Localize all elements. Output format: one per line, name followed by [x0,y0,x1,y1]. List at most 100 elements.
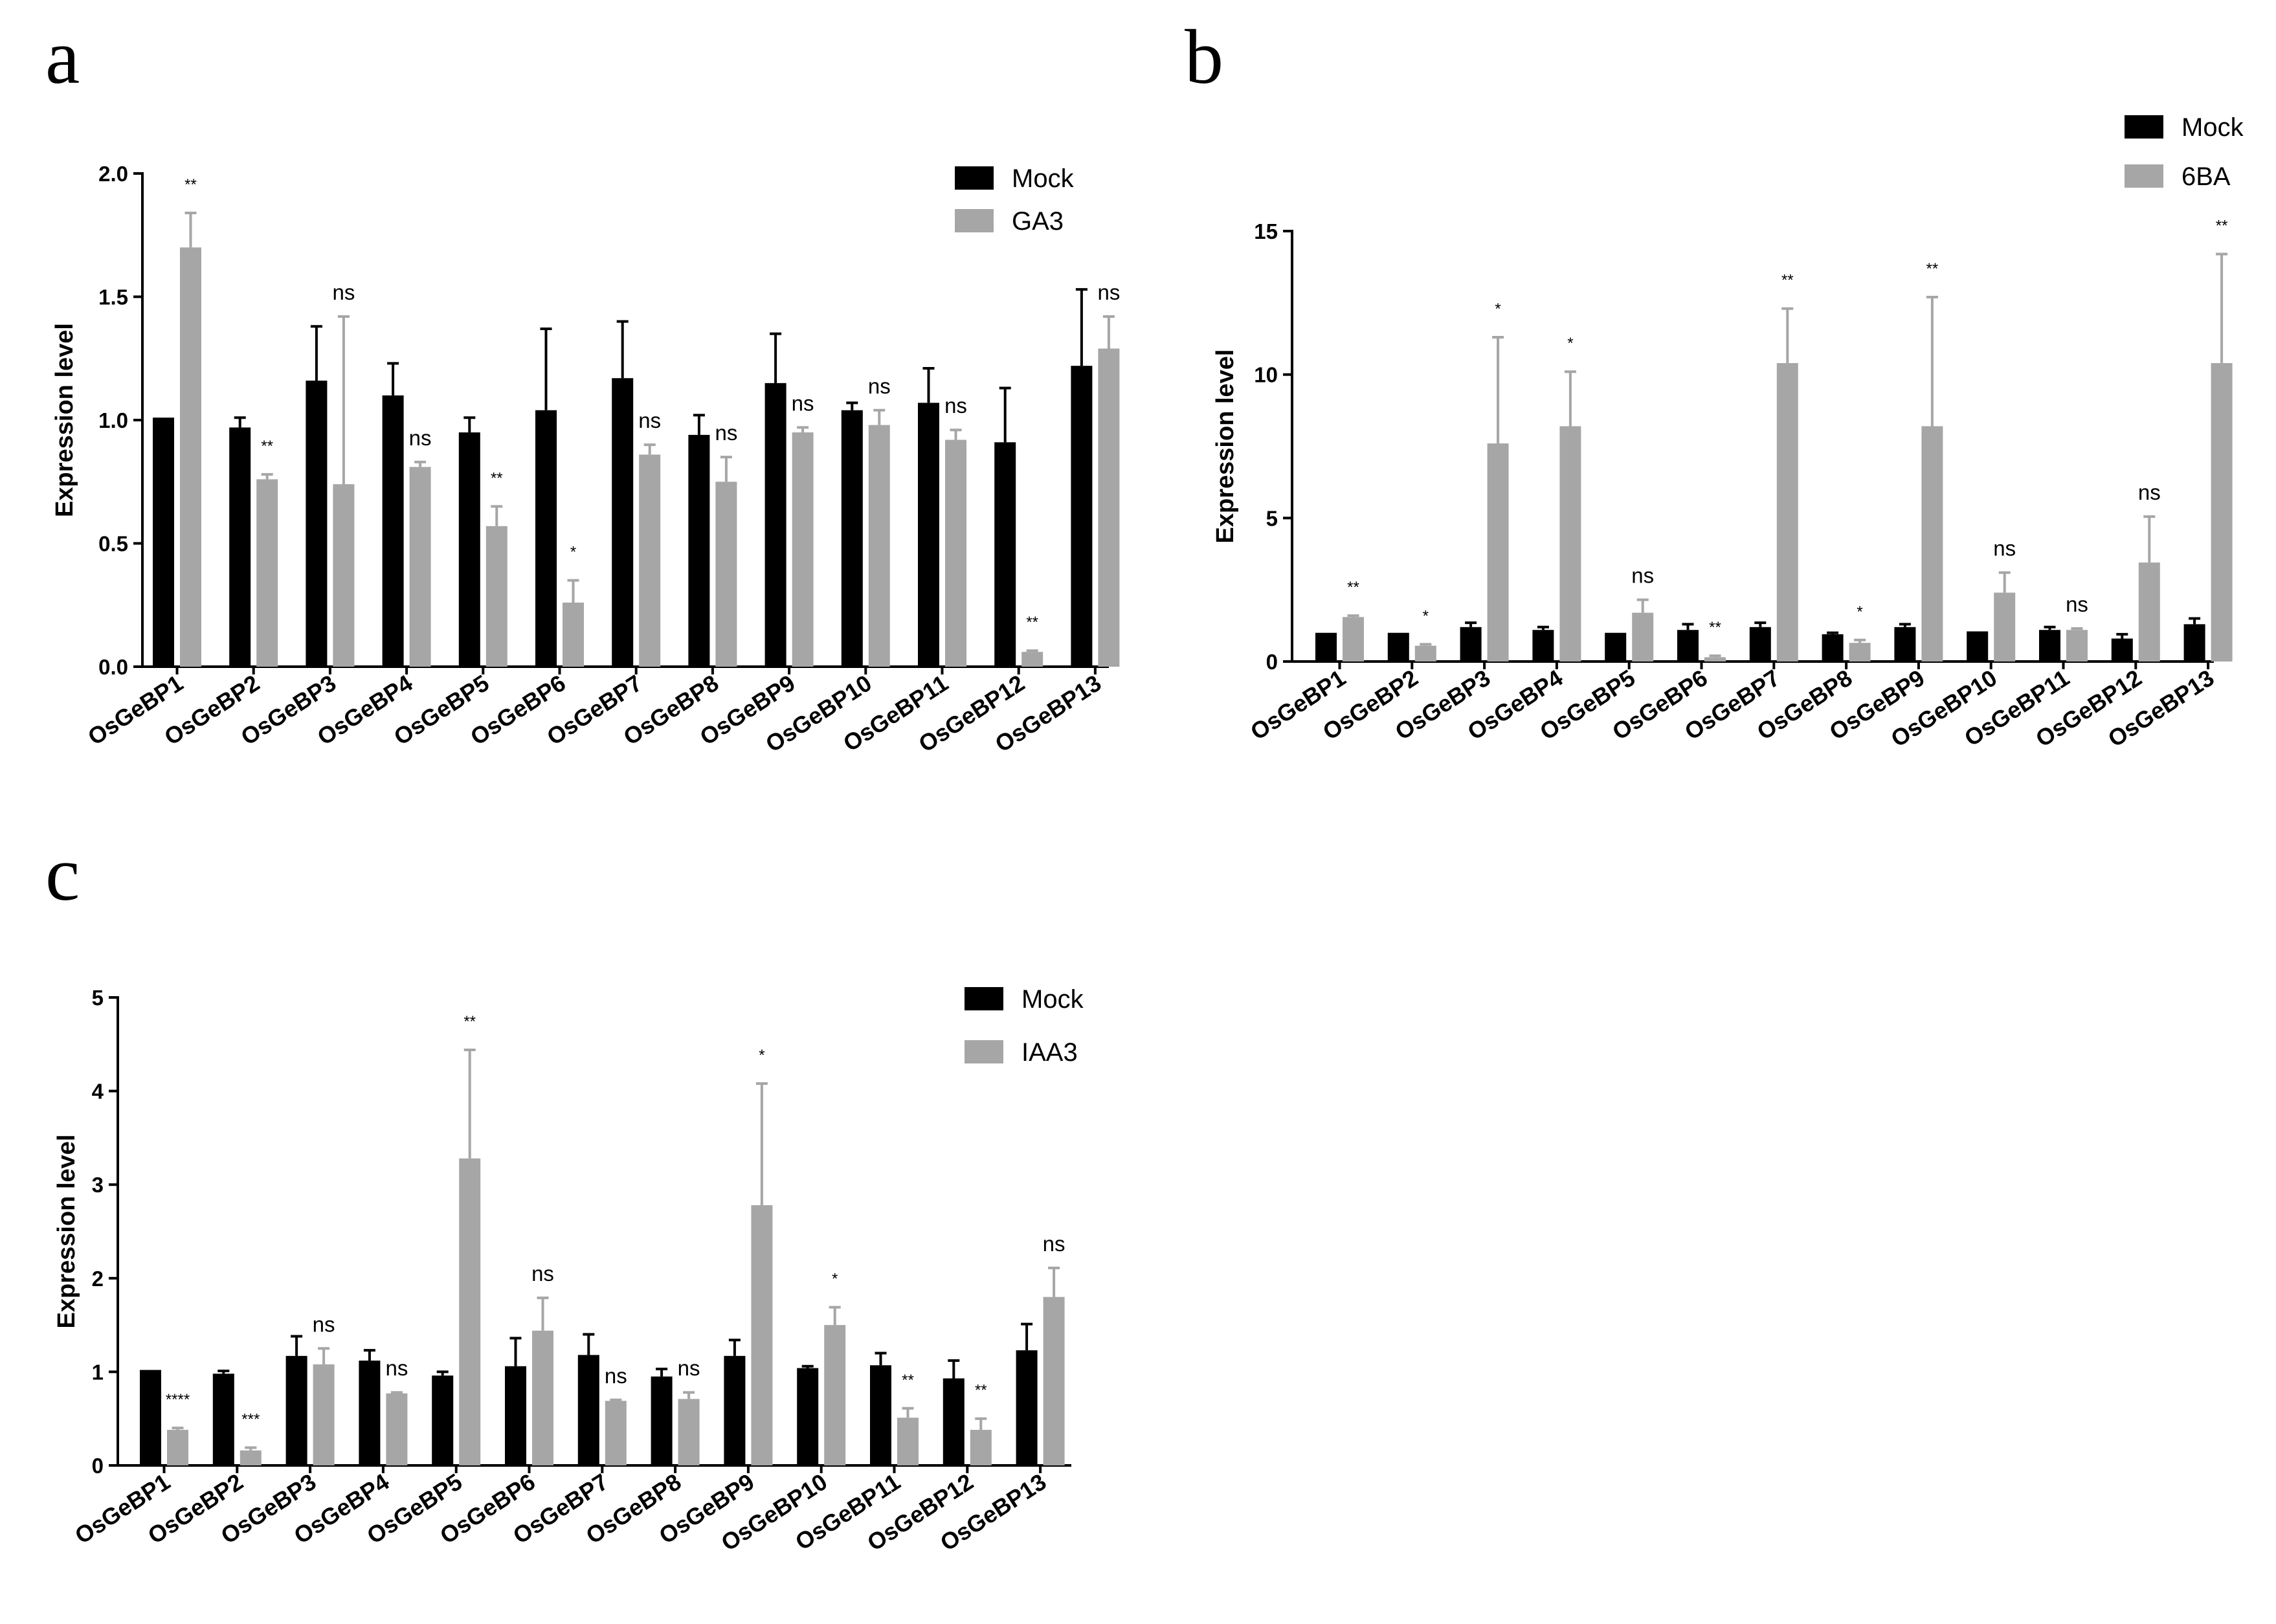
y-tick-label: 2 [92,1267,104,1291]
legend-swatch-treatment [965,1040,1003,1063]
bar-mock [612,378,634,667]
bar-mock [1822,634,1844,662]
significance-label: ** [184,176,197,194]
y-axis-title: Expression level [1212,350,1239,544]
bar-mock [870,1365,891,1465]
panel-letter: c [45,830,80,917]
bar-treatment [409,467,431,667]
bar-mock [359,1361,381,1465]
bar-mock [841,410,863,667]
significance-label: * [832,1271,838,1288]
bar-treatment [897,1418,919,1465]
bar-treatment [256,479,278,667]
bar-treatment [313,1364,335,1465]
y-tick-label: 4 [92,1080,104,1104]
bar-mock [2039,630,2060,662]
bar-treatment [678,1399,700,1465]
bar-treatment [639,454,661,667]
significance-label: ns [944,394,967,417]
bar-mock [1460,627,1482,662]
significance-label: ns [2138,480,2161,504]
bar-mock [1677,630,1699,662]
bar-treatment [1414,645,1436,662]
significance-label: ns [1993,537,2016,561]
significance-label: ns [678,1356,700,1380]
bar-mock [212,1374,234,1465]
bar-treatment [485,526,508,667]
significance-label: ** [902,1372,914,1389]
significance-label: ** [261,438,273,455]
bar-mock [2183,624,2205,662]
significance-label: ns [332,280,355,304]
significance-label: * [1567,335,1573,352]
bar-treatment [1043,1296,1065,1465]
y-tick-label: 2.0 [98,162,128,186]
bar-mock [724,1355,746,1465]
y-tick-label: 1.0 [98,408,128,432]
bar-mock [285,1355,307,1465]
y-axis-title: Expression level [51,323,78,517]
significance-label: ns [385,1356,408,1380]
bar-mock [688,434,710,667]
bar-treatment [1021,652,1043,667]
bar-treatment [824,1325,846,1465]
legend-swatch-mock [2125,115,2163,139]
y-tick-label: 3 [92,1173,104,1197]
significance-label: ** [1347,579,1359,596]
bar-treatment [1994,592,2016,662]
significance-label: * [759,1047,764,1064]
bar-treatment [563,602,584,667]
bar-treatment [1921,426,1943,662]
significance-label: ns [1097,280,1120,304]
legend-swatch-mock [955,166,994,190]
significance-label: ** [463,1013,476,1030]
bar-treatment [2066,630,2088,662]
legend-swatch-treatment [2125,164,2163,188]
bar-mock [458,432,480,667]
bar-treatment [1632,612,1654,662]
legend-swatch-mock [965,987,1003,1010]
significance-label: * [570,544,576,561]
bar-treatment [868,425,890,667]
bar-mock [1749,627,1771,662]
significance-label: ns [2066,592,2088,616]
y-tick-label: 1.5 [98,285,128,309]
panel-letter: a [45,14,80,100]
y-tick-label: 0.0 [98,655,128,679]
significance-label: ns [409,426,432,450]
bar-treatment [715,482,737,667]
bar-mock [918,403,939,667]
y-tick-label: 5 [92,986,104,1010]
bar-mock [1071,366,1093,667]
y-tick-label: 0 [92,1454,104,1478]
bar-mock [153,417,174,667]
significance-label: ns [605,1364,627,1388]
significance-label: ** [491,469,503,487]
y-tick-label: 10 [1254,363,1278,387]
bar-mock [306,381,328,667]
bar-mock [764,383,787,667]
significance-label: ** [1709,619,1721,636]
significance-label: ** [1026,614,1038,631]
bar-mock [1605,632,1627,662]
y-tick-label: 15 [1254,219,1278,243]
legend-label-mock: Mock [1021,985,1084,1014]
bar-treatment [459,1158,481,1465]
significance-label: ** [1926,260,1939,278]
bar-treatment [386,1393,408,1465]
bar-treatment [2138,562,2160,662]
bar-treatment [2211,362,2233,662]
significance-label: ns [638,408,661,432]
bar-mock [1387,632,1409,662]
bar-mock [994,442,1016,667]
significance-label: *** [241,1411,260,1429]
y-tick-label: 5 [1266,506,1278,530]
legend-label-treatment: 6BA [2181,162,2231,191]
bar-treatment [532,1330,553,1465]
significance-label: ** [2216,217,2228,234]
significance-label: **** [166,1391,190,1408]
